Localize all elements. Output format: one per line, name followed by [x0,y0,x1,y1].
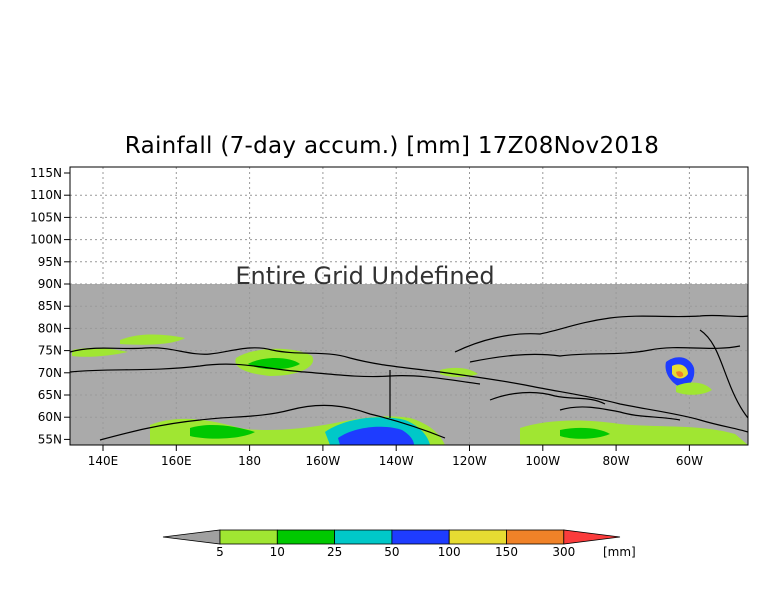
colorbar-swatch [334,529,393,545]
lat-label: 75N [38,344,62,358]
colorbar-swatch [391,529,450,545]
lon-label: 60W [676,454,703,468]
lat-label: 55N [38,432,62,446]
colorbar-tick-label: 50 [384,545,399,559]
latitude-axis: 115N 110N 105N 100N 95N 90N 85N 80N 75N 70N 65N 60N… [30,166,70,446]
undefined-label: Entire Grid Undefined [235,262,494,290]
colorbar-high-arrow [563,529,621,545]
lat-label: 90N [38,277,62,291]
lon-label: 180 [238,454,261,468]
lon-label: 120W [452,454,487,468]
lat-label: 70N [38,366,62,380]
colorbar-low-arrow [162,529,221,545]
lat-label: 80N [38,321,62,335]
colorbar-tick-label: 25 [327,545,342,559]
lat-label: 65N [38,388,62,402]
colorbar-swatch [448,529,507,545]
lat-label: 85N [38,299,62,313]
colorbar-tick-label: 150 [495,545,518,559]
rainfall-areas [72,334,748,445]
colorbar-swatch [276,529,335,545]
grid-lines [70,167,748,445]
colorbar-unit: [mm] [603,545,636,559]
lat-label: 105N [30,210,62,224]
lon-label: 100W [525,454,560,468]
lon-label: 140W [379,454,414,468]
coastlines [69,314,749,441]
colorbar: [mm] 5 10 25 50 100 150 300 [162,529,636,559]
colorbar-swatch [506,529,565,545]
lat-label: 100N [30,233,62,247]
colorbar-swatch [219,529,278,545]
lat-label: 95N [38,255,62,269]
lon-label: 160W [306,454,341,468]
colorbar-tick-label: 300 [552,545,575,559]
colorbar-tick-label: 10 [270,545,285,559]
lat-label: 60N [38,410,62,424]
lon-label: 160E [161,454,192,468]
colorbar-tick-label: 100 [438,545,461,559]
lon-label: 140E [88,454,119,468]
longitude-axis: 140E 160E 180 160W 140W 120W 100W 80W 60W [88,445,703,468]
map-title: Rainfall (7-day accum.) [mm] 17Z08Nov201… [124,133,660,159]
lat-label: 115N [30,166,62,180]
colorbar-tick-label: 5 [216,545,224,559]
map-plot: Entire Grid Undefined [69,166,749,446]
lat-label: 110N [30,188,62,202]
lon-label: 80W [603,454,630,468]
